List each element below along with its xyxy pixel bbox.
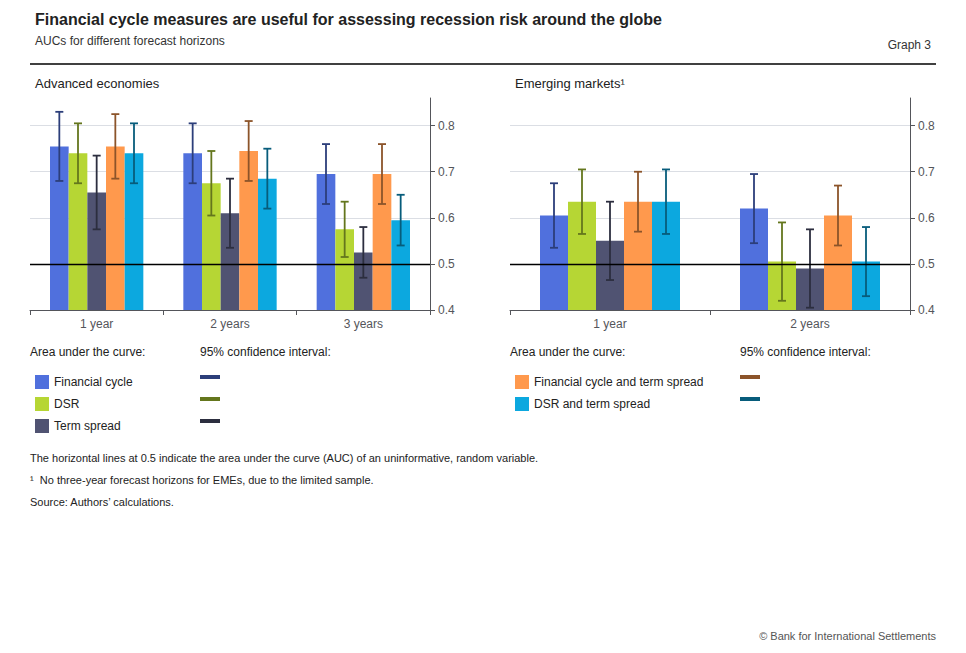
svg-text:3 years: 3 years: [344, 317, 383, 331]
svg-text:0.6: 0.6: [438, 211, 455, 225]
svg-text:The horizontal lines at 0.5 in: The horizontal lines at 0.5 indicate the…: [30, 452, 538, 464]
svg-text:DSR and term spread: DSR and term spread: [534, 397, 650, 411]
svg-text:Term spread: Term spread: [54, 419, 121, 433]
svg-text:Financial cycle and term sprea: Financial cycle and term spread: [534, 375, 703, 389]
svg-text:0.5: 0.5: [438, 257, 455, 271]
svg-text:0.7: 0.7: [438, 165, 455, 179]
svg-text:Financial cycle: Financial cycle: [54, 375, 133, 389]
svg-text:1 year: 1 year: [593, 317, 626, 331]
svg-text:1 year: 1 year: [80, 317, 113, 331]
svg-text:95% confidence interval:: 95% confidence interval:: [740, 345, 871, 359]
svg-text:Area under the curve:: Area under the curve:: [30, 345, 145, 359]
svg-text:DSR: DSR: [54, 397, 80, 411]
svg-text:© Bank for International Settl: © Bank for International Settlements: [759, 630, 936, 642]
svg-text:AUCs for different forecast ho: AUCs for different forecast horizons: [35, 34, 225, 48]
svg-text:95% confidence interval:: 95% confidence interval:: [200, 345, 331, 359]
svg-text:2 years: 2 years: [790, 317, 829, 331]
svg-text:0.8: 0.8: [438, 119, 455, 133]
svg-text:¹ No three-year forecast hori: ¹ No three-year forecast horizons for EM…: [30, 474, 374, 486]
svg-text:2 years: 2 years: [210, 317, 249, 331]
svg-text:0.7: 0.7: [918, 165, 935, 179]
svg-text:0.4: 0.4: [918, 303, 935, 317]
svg-text:Source: Authors’ calculations.: Source: Authors’ calculations.: [30, 496, 174, 508]
svg-text:0.6: 0.6: [918, 211, 935, 225]
svg-text:Graph 3: Graph 3: [888, 38, 932, 52]
svg-text:Advanced economies: Advanced economies: [35, 76, 160, 91]
svg-text:Emerging markets¹: Emerging markets¹: [515, 76, 625, 91]
svg-text:0.8: 0.8: [918, 119, 935, 133]
svg-text:Financial cycle measures are u: Financial cycle measures are useful for …: [35, 11, 662, 28]
svg-text:0.5: 0.5: [918, 257, 935, 271]
svg-text:Area under the curve:: Area under the curve:: [510, 345, 625, 359]
svg-text:0.4: 0.4: [438, 303, 455, 317]
